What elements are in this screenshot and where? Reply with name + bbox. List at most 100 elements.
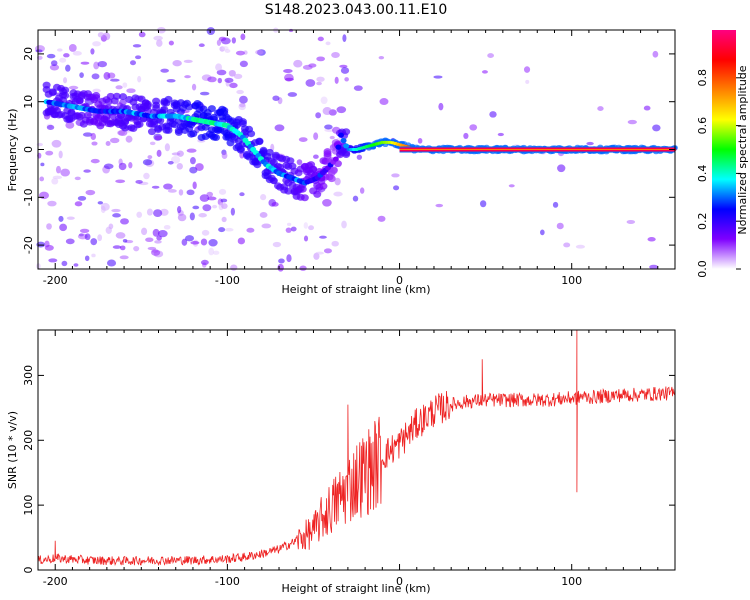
spectrogram-y-axis-label: Frequency (Hz) [6,109,19,192]
spectrogram-noise-blob [176,150,184,157]
spectrogram-noise-blob [231,37,236,44]
spectrogram-noise-blob [229,82,238,89]
spectrogram-x-tick-label: -200 [43,274,68,287]
spectrogram-noise-blob [60,168,70,177]
colorbar-tick-label: 0.8 [696,69,709,87]
spectrogram-noise-blob [393,185,400,191]
spectrogram-noise-blob [217,77,223,84]
spectrogram-ridge-halo [265,148,274,156]
spectrogram-noise-blob [218,36,227,42]
spectrogram-noise-blob [172,60,182,67]
spectrogram-noise-blob [341,220,347,229]
spectrogram-noise-blob [133,245,140,252]
spectrogram-noise-blob [65,238,75,245]
spectrogram-noise-blob [105,140,111,146]
spectrogram-noise-blob [62,77,68,84]
spectrogram-noise-blob [218,188,227,195]
spectrogram-ridge-halo [247,130,256,138]
spectrogram-noise-blob [82,132,93,137]
spectrogram-noise-blob [208,238,218,247]
spectrogram-noise-blob [199,91,210,96]
spectrogram-noise-blob [563,242,571,248]
spectrogram-noise-blob [122,82,128,88]
spectrogram-noise-blob [157,230,168,238]
snr-y-tick-label: 100 [22,495,35,516]
spectrogram-noise-blob [206,27,216,35]
spectrogram-noise-blob [72,51,82,56]
snr-series-layer [37,329,676,567]
spectrogram-noise-blob [178,189,184,196]
spectrogram-noise-blob [45,150,54,156]
spectrogram-noise-blob [160,68,169,73]
spectrogram-noise-blob [135,179,143,184]
snr-x-tick-label: 0 [396,575,403,588]
spectrogram-noise-blob [190,240,200,245]
spectrogram-noise-blob [325,41,331,46]
spectrogram-noise-blob [100,202,110,211]
spectrogram-noise-blob [186,148,197,153]
spectrogram-ridge-halo [207,105,216,113]
spectrogram-noise-blob [313,154,319,159]
figure-title: S148.2023.043.00.11.E10 [265,2,448,18]
spectrogram-noise-blob [224,49,231,54]
spectrogram-noise-blob [163,225,171,230]
spectrogram-ridge-layer [42,81,678,202]
spectrogram-noise-blob [198,213,207,218]
spectrogram-noise-blob [237,237,246,245]
spectrogram-ridge-halo [319,182,328,190]
spectrogram-x-tick-label: 100 [561,274,582,287]
spectrogram-noise-blob [61,260,68,267]
snr-x-axis-label: Height of straight line (km) [281,582,430,595]
spectrogram-y-tick-label: 20 [22,47,35,61]
spectrogram-noise-blob [336,106,347,114]
snr-panel: -200 -100 0 100 0 100 200 300 Height of straig… [6,329,676,595]
spectrogram-x-ticks: -200 -100 0 100 [37,30,676,287]
spectrogram-noise-blob [201,229,210,236]
spectrogram-ridge-point [340,137,347,144]
spectrogram-noise-blob [259,211,268,218]
spectrogram-noise-blob [65,64,71,72]
spectrogram-noise-blob [320,96,328,105]
spectrogram-noise-blob [255,49,264,55]
spectrogram-noise-blob [288,28,294,33]
spectrogram-x-axis-label: Height of straight line (km) [281,283,430,296]
spectrogram-ridge-point [335,144,342,150]
spectrogram-noise-blob [271,202,279,207]
spectrogram-noise-blob [627,119,637,125]
snr-y-tick-label: 200 [22,430,35,451]
spectrogram-noise-blob [112,213,121,218]
colorbar: 0.0 0.2 0.4 0.6 0.8 Normalized spectral ampl… [696,30,749,278]
spectrogram-noise-blob [156,149,162,157]
spectrogram-noise-blob [91,73,100,80]
spectrogram-noise-blob [260,194,267,201]
spectrogram-noise-blob [119,255,129,260]
spectrogram-noise-blob [167,161,174,165]
snr-series-line [37,329,676,567]
spectrogram-noise-blob [233,73,243,79]
spectrogram-ridge-halo [92,94,101,102]
spectrogram-noise-blob [85,189,96,196]
spectrogram-noise-blob [333,191,343,197]
colorbar-tick-label: 0.0 [696,260,709,278]
spectrogram-noise-blob [156,235,162,241]
spectrogram-ridge-halo [160,105,169,113]
spectrogram-noise-blob [228,69,236,77]
spectrogram-ridge-halo [143,106,152,114]
spectrogram-noise-blob [137,75,142,83]
spectrogram-noise-blob [216,39,222,46]
spectrogram-noise-blob [230,264,238,271]
spectrogram-noise-blob [97,234,103,242]
spectrogram-noise-blob [334,177,341,186]
spectrogram-noise-blob [49,64,60,71]
spectrogram-noise-blob [286,222,292,226]
spectrogram-noise-blob [316,56,325,62]
spectrogram-ridge-halo [77,111,86,119]
spectrogram-noise-blob [115,232,126,239]
spectrogram-ridge-halo [327,175,336,183]
spectrogram-noise-blob [156,39,163,47]
spectrogram-noise-blob [308,225,315,231]
spectrogram-noise-blob [153,209,163,217]
spectrogram-noise-blob [272,241,282,248]
spectrogram-noise-blob [296,159,303,166]
spectrogram-noise-blob [36,241,46,248]
